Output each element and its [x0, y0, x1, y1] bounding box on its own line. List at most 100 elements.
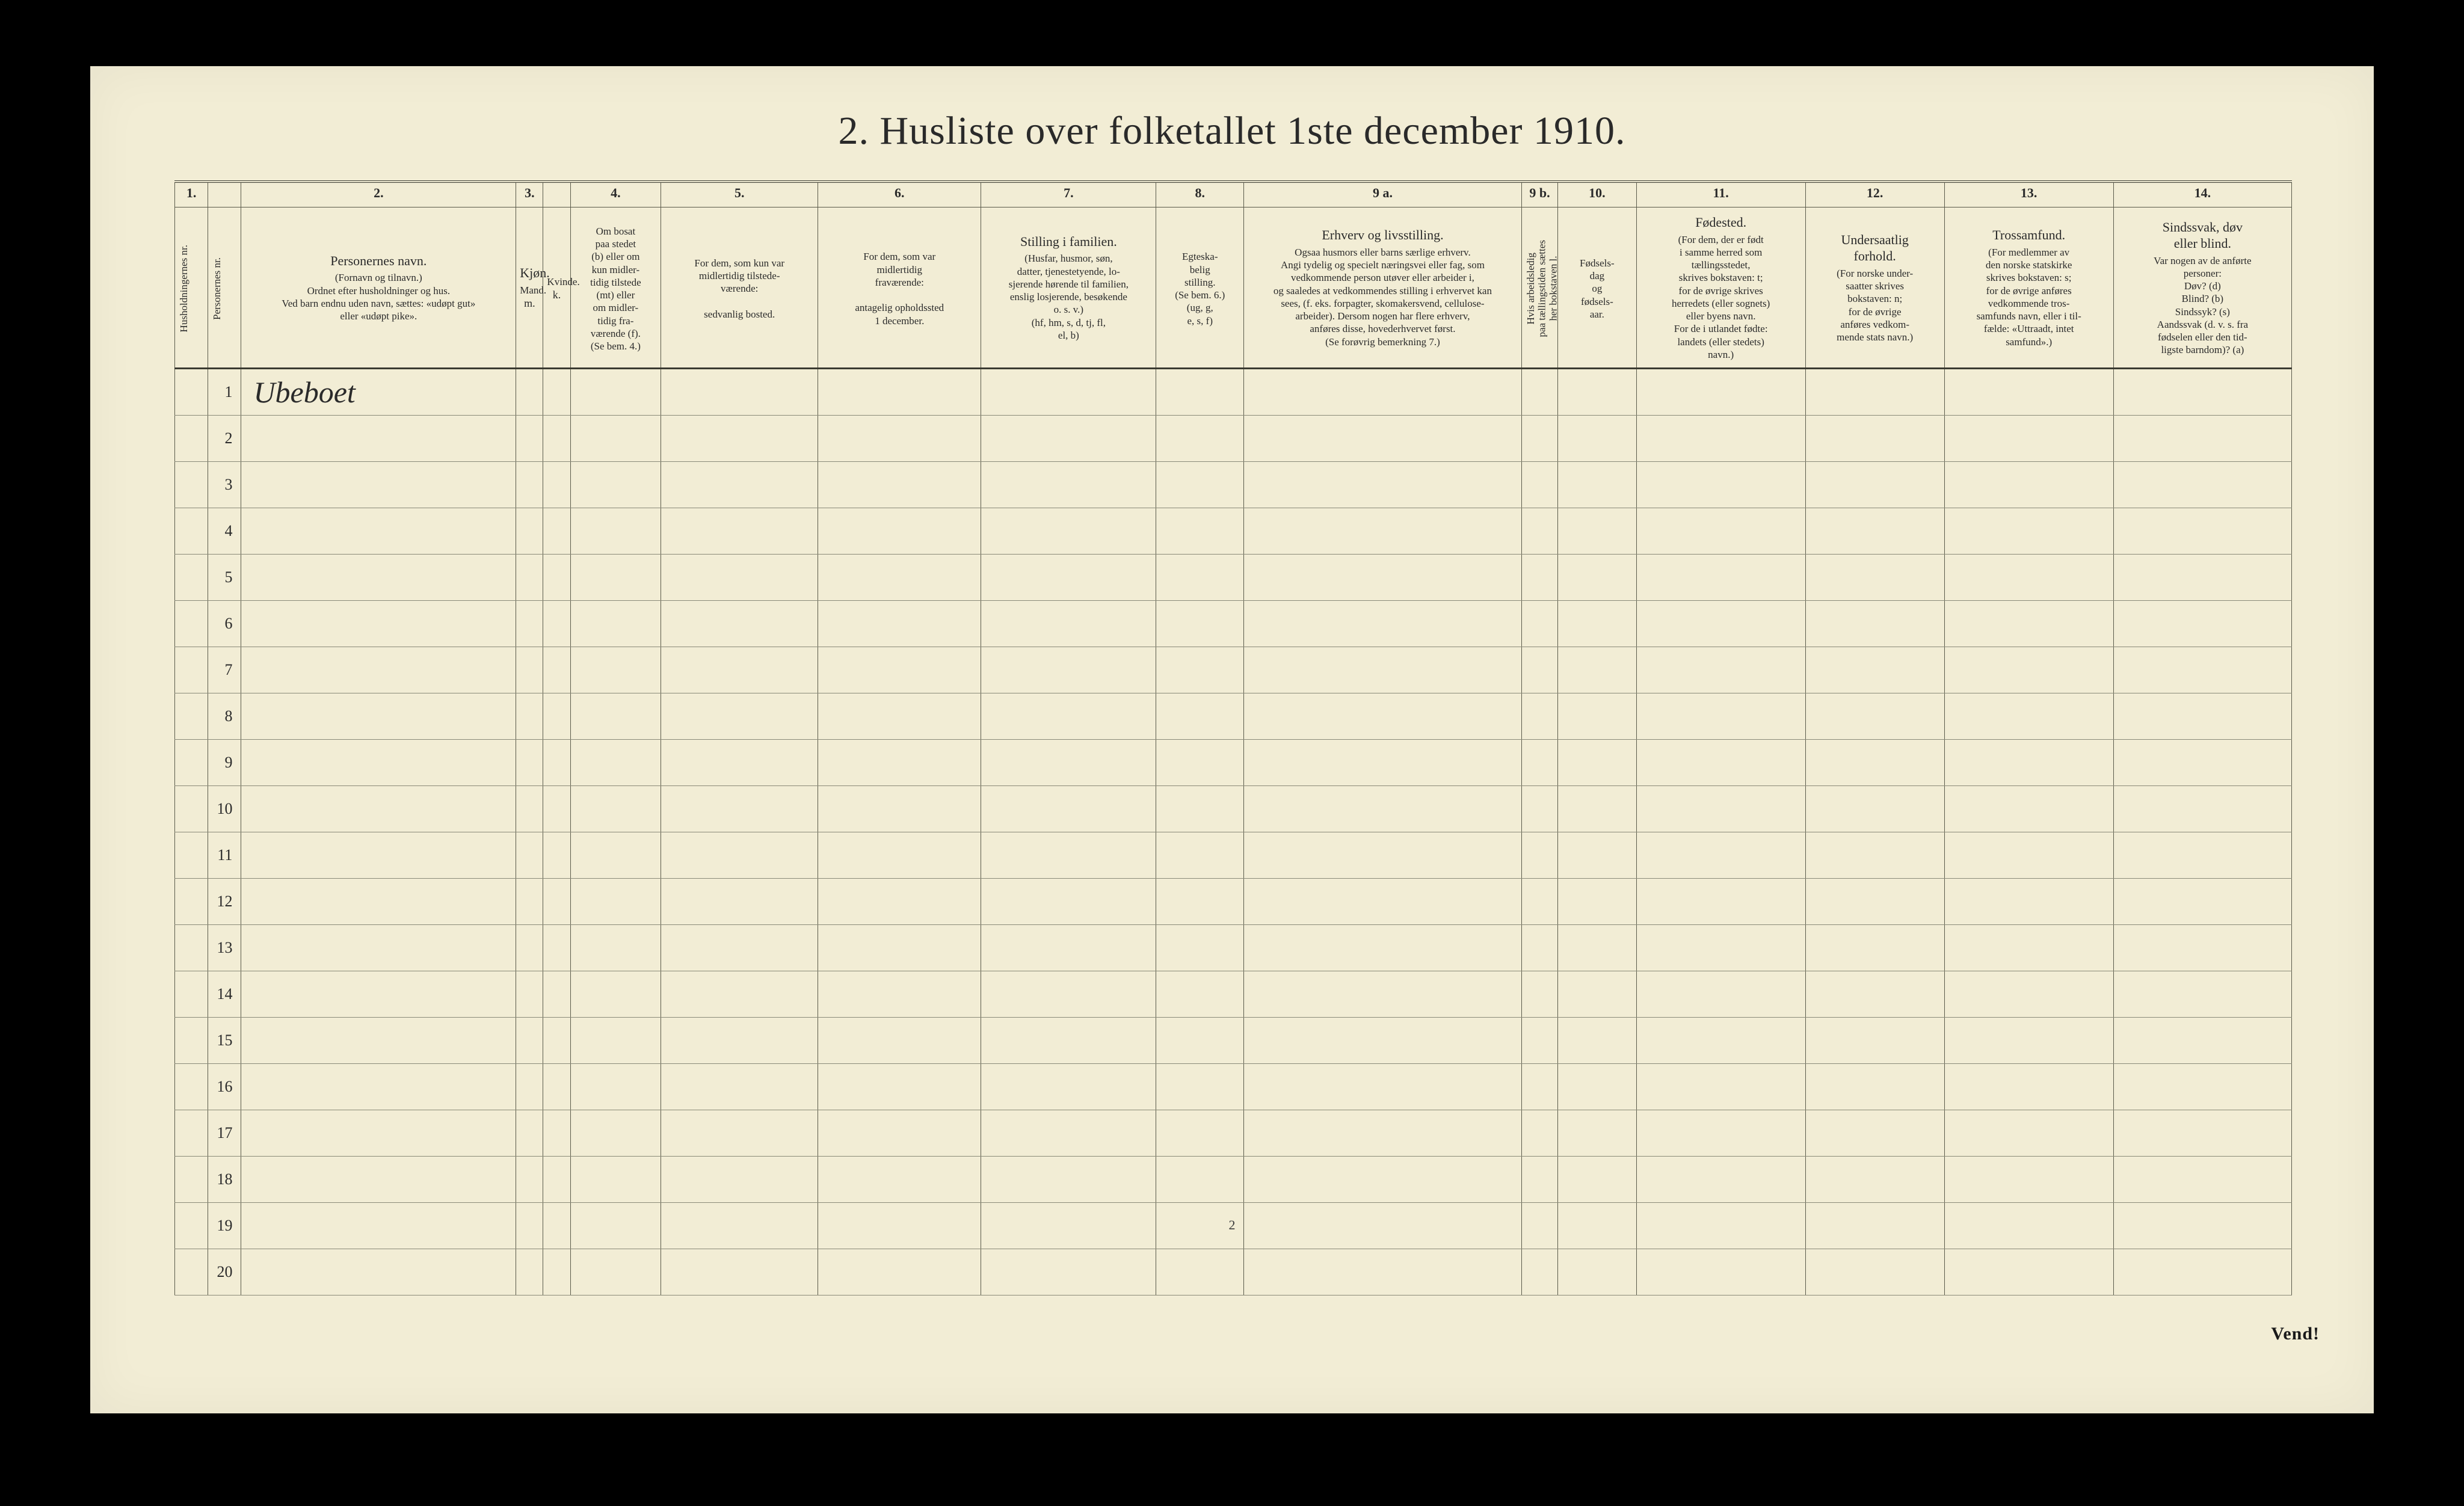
table-cell [1805, 971, 1944, 1018]
table-row: 3 [175, 462, 2292, 508]
column-number: 14. [2113, 182, 2291, 207]
table-row: 8 [175, 693, 2292, 740]
table-cell [175, 693, 208, 740]
table-cell [981, 971, 1156, 1018]
census-table: 1.2.3.4.5.6.7.8.9 a.9 b.10.11.12.13.14. … [174, 180, 2292, 1295]
table-cell [661, 786, 818, 832]
table-row: 4 [175, 508, 2292, 555]
table-cell [543, 1157, 570, 1203]
table-cell [818, 555, 981, 601]
table-cell [818, 462, 981, 508]
table-cell [661, 462, 818, 508]
column-number: 3. [516, 182, 543, 207]
table-cell: 12 [208, 879, 241, 925]
table-cell [661, 1064, 818, 1110]
table-cell [1244, 832, 1522, 879]
table-row: 6 [175, 601, 2292, 647]
table-cell [1558, 879, 1637, 925]
table-cell [1244, 925, 1522, 971]
table-cell: 16 [208, 1064, 241, 1110]
table-cell [1805, 925, 1944, 971]
column-header: Om bosatpaa stedet(b) eller omkun midler… [570, 207, 661, 369]
table-cell [818, 740, 981, 786]
table-cell [2113, 601, 2291, 647]
table-cell [241, 1157, 516, 1203]
table-cell [1805, 740, 1944, 786]
table-cell [570, 416, 661, 462]
table-cell [1558, 1157, 1637, 1203]
column-number [543, 182, 570, 207]
table-row: 18 [175, 1157, 2292, 1203]
table-cell [175, 601, 208, 647]
table-cell [1156, 369, 1244, 416]
table-cell [1521, 925, 1557, 971]
column-number: 12. [1805, 182, 1944, 207]
table-cell [1156, 693, 1244, 740]
table-cell [1636, 786, 1805, 832]
table-cell [1805, 832, 1944, 879]
table-row: 2 [175, 416, 2292, 462]
table-cell [1244, 1064, 1522, 1110]
table-cell: 15 [208, 1018, 241, 1064]
table-cell [1558, 555, 1637, 601]
table-cell [818, 693, 981, 740]
table-cell [570, 786, 661, 832]
table-cell [1944, 832, 2113, 879]
table-cell [1521, 971, 1557, 1018]
column-number: 5. [661, 182, 818, 207]
table-cell [1636, 879, 1805, 925]
table-cell [241, 925, 516, 971]
column-header: Personernes nr. [208, 207, 241, 369]
table-cell [1558, 693, 1637, 740]
table-cell [543, 462, 570, 508]
table-cell [570, 1157, 661, 1203]
table-cell [543, 971, 570, 1018]
table-cell [981, 647, 1156, 693]
table-cell [543, 416, 570, 462]
table-cell [241, 462, 516, 508]
table-cell [175, 832, 208, 879]
table-cell [661, 925, 818, 971]
table-cell [1244, 1110, 1522, 1157]
table-cell [1521, 1110, 1557, 1157]
table-cell [1521, 693, 1557, 740]
table-cell [1156, 740, 1244, 786]
table-cell [516, 647, 543, 693]
column-header: Husholdningernes nr. [175, 207, 208, 369]
table-cell [1521, 1064, 1557, 1110]
table-cell [818, 1249, 981, 1295]
table-cell [543, 740, 570, 786]
table-cell [175, 1018, 208, 1064]
table-cell: 6 [208, 601, 241, 647]
table-cell [2113, 786, 2291, 832]
table-cell [175, 647, 208, 693]
column-header: Fødsels-dagogfødsels-aar. [1558, 207, 1637, 369]
table-cell [2113, 971, 2291, 1018]
table-cell [516, 555, 543, 601]
column-header: Trossamfund.(For medlemmer avden norske … [1944, 207, 2113, 369]
table-cell: 9 [208, 740, 241, 786]
table-cell [1558, 971, 1637, 1018]
table-cell [241, 1018, 516, 1064]
table-cell [1558, 925, 1637, 971]
table-cell [1944, 647, 2113, 693]
table-cell [1156, 786, 1244, 832]
table-cell [543, 601, 570, 647]
table-row: 10 [175, 786, 2292, 832]
table-cell [1805, 693, 1944, 740]
table-cell [661, 971, 818, 1018]
table-cell [1944, 462, 2113, 508]
column-header: Fødested.(For dem, der er fødti samme he… [1636, 207, 1805, 369]
table-cell [981, 1157, 1156, 1203]
table-cell [241, 832, 516, 879]
document-page: 2. Husliste over folketallet 1ste decemb… [90, 66, 2374, 1413]
table-cell [661, 1249, 818, 1295]
table-cell [1805, 1249, 1944, 1295]
table-cell [1944, 879, 2113, 925]
table-cell [543, 1110, 570, 1157]
table-cell: 2 [208, 416, 241, 462]
table-cell [1244, 786, 1522, 832]
column-number: 6. [818, 182, 981, 207]
table-row: 13 [175, 925, 2292, 971]
table-cell [2113, 693, 2291, 740]
